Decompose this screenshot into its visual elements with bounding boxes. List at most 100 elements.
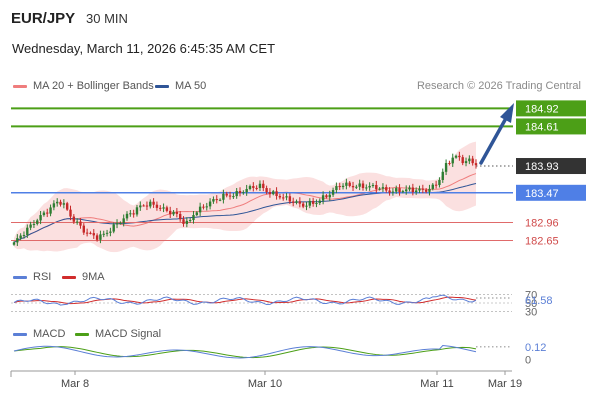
ma20-line xyxy=(13,173,477,243)
candle xyxy=(335,182,338,194)
candle xyxy=(431,183,434,191)
candle xyxy=(458,151,461,161)
candle xyxy=(89,231,92,235)
rsi-ma-swatch xyxy=(62,276,76,279)
candle xyxy=(149,199,152,209)
candle xyxy=(285,193,288,201)
candle-body xyxy=(315,203,318,205)
candle xyxy=(32,220,36,229)
candle-body xyxy=(29,224,32,228)
candle-body xyxy=(172,211,175,215)
candle-body xyxy=(311,200,315,204)
x-tick-label: Mar 11 xyxy=(420,378,453,390)
candle xyxy=(245,184,248,196)
candle xyxy=(12,241,16,246)
candle-body xyxy=(49,207,52,214)
candle-body xyxy=(285,196,288,198)
candle xyxy=(365,184,368,191)
candle-body xyxy=(232,196,235,198)
candle xyxy=(321,191,325,205)
candle xyxy=(205,202,208,211)
candle xyxy=(109,227,112,237)
candle-body xyxy=(228,195,232,197)
level-label: 182.65 xyxy=(525,236,559,248)
candle xyxy=(358,179,361,191)
candle xyxy=(105,229,109,237)
target-level-0: 184.92 xyxy=(11,100,586,117)
candle xyxy=(441,168,444,183)
candle-body xyxy=(361,183,365,189)
candle xyxy=(311,197,315,207)
candle-body xyxy=(348,182,351,186)
level-label: 183.47 xyxy=(525,188,559,200)
candle-body xyxy=(385,187,388,191)
candle xyxy=(238,187,242,197)
candle xyxy=(308,198,312,209)
candle-body xyxy=(242,192,245,194)
rsi-tick-label: 30 xyxy=(525,307,537,319)
candle-body xyxy=(22,235,26,237)
candle xyxy=(252,182,255,192)
candle xyxy=(135,204,139,217)
candle-body xyxy=(451,157,454,164)
candle-body xyxy=(69,209,72,217)
candle-body xyxy=(169,210,172,215)
candle xyxy=(162,203,165,213)
candle-body xyxy=(112,224,115,232)
macd-swatch xyxy=(13,333,27,336)
candle-body xyxy=(105,232,109,234)
candle-body xyxy=(245,188,248,193)
candle xyxy=(301,201,305,209)
candle xyxy=(348,181,351,188)
candle-body xyxy=(255,187,258,189)
candle-body xyxy=(202,206,205,208)
candle-body xyxy=(99,234,102,240)
macd-signal-swatch xyxy=(75,333,89,336)
candle xyxy=(119,221,122,225)
candle-body xyxy=(464,161,468,164)
candle xyxy=(395,185,398,194)
candle-body xyxy=(59,201,62,205)
candle xyxy=(474,159,478,169)
candle xyxy=(408,185,411,192)
candle xyxy=(26,224,29,238)
x-tick-label: Mar 10 xyxy=(248,378,282,390)
candle-body xyxy=(321,195,325,201)
candle xyxy=(262,180,265,192)
candle xyxy=(115,219,119,229)
ma20-legend-label: MA 20 + Bollinger Bands xyxy=(33,80,154,92)
current-label-box xyxy=(516,158,586,175)
candle xyxy=(65,201,69,211)
candle-body xyxy=(185,220,189,224)
candle xyxy=(85,228,89,237)
candle-body xyxy=(331,190,335,195)
candle xyxy=(391,188,395,196)
candle-body xyxy=(225,193,228,196)
candle xyxy=(212,196,215,204)
candle xyxy=(265,185,268,195)
candle xyxy=(22,231,26,239)
rsi-swatch xyxy=(13,276,27,279)
candle-body xyxy=(295,201,298,203)
candle xyxy=(401,189,405,194)
candle xyxy=(175,207,179,218)
target-level-1: 184.61 xyxy=(11,118,586,135)
candle-body xyxy=(365,187,368,189)
candle xyxy=(438,177,441,188)
candle xyxy=(248,184,252,191)
candle-body xyxy=(215,199,218,201)
candle-body xyxy=(119,222,122,224)
candle-body xyxy=(275,191,278,196)
candle-body xyxy=(12,242,16,245)
candle-body xyxy=(178,213,182,220)
candle-body xyxy=(414,190,418,193)
candle-body xyxy=(282,197,285,199)
candle xyxy=(52,200,56,211)
candle xyxy=(398,184,401,196)
candle-body xyxy=(358,183,361,187)
candle-body xyxy=(391,191,395,193)
candle-body xyxy=(318,200,321,204)
candle-body xyxy=(122,218,125,223)
rsi-ma-line xyxy=(13,296,477,305)
